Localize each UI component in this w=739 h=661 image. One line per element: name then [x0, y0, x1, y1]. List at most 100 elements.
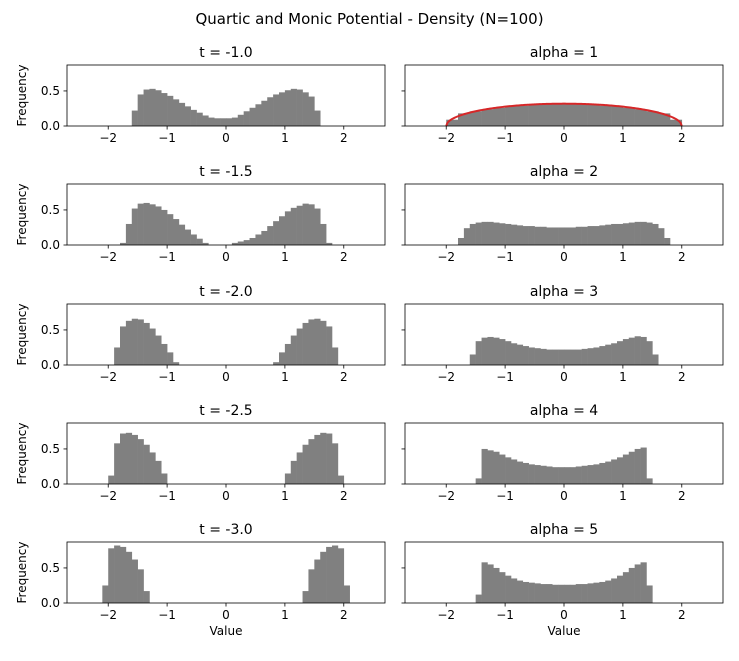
- subplot-4: −2 −1 0 1 2 alpha = 2: [401, 164, 724, 264]
- histogram-bar: [475, 478, 482, 484]
- bars: [108, 432, 345, 484]
- histogram-bar: [493, 451, 500, 484]
- histogram-bar: [505, 223, 512, 245]
- histogram-bar: [622, 107, 635, 126]
- histogram-bar: [593, 464, 600, 484]
- histogram-bar: [120, 433, 127, 484]
- x-tick-label: 1: [619, 250, 627, 264]
- histogram-bar: [481, 562, 488, 603]
- x-tick-label: 0: [560, 370, 568, 384]
- x-tick-label: 2: [340, 608, 348, 622]
- histogram-bar: [167, 214, 174, 245]
- histogram-bar: [605, 461, 612, 484]
- histogram-bar: [611, 343, 618, 365]
- histogram-bar: [522, 226, 529, 245]
- histogram-bar: [528, 226, 535, 245]
- x-tick-label: 2: [678, 250, 686, 264]
- histogram-bar: [149, 204, 156, 245]
- histogram-bar: [575, 466, 582, 484]
- histogram-bar: [664, 237, 671, 245]
- histogram-bar: [640, 562, 647, 603]
- subplot-9: −2 −1 0 1 2 0.0 0.5 t = -3.0 Frequency Value: [15, 522, 386, 638]
- histogram-bar: [155, 90, 162, 126]
- x-tick-label: 0: [222, 250, 230, 264]
- histogram-bar: [125, 223, 133, 245]
- histogram-bar: [302, 444, 309, 484]
- histogram-bar: [569, 227, 577, 245]
- histogram-bar: [628, 567, 635, 603]
- histogram-bar: [155, 206, 162, 245]
- histogram-bar: [558, 467, 565, 484]
- subplot-2: −2 −1 0 1 2 alpha = 1: [401, 45, 724, 145]
- bars: [458, 221, 671, 245]
- histogram-bar: [534, 583, 541, 603]
- x-tick-label: 2: [678, 489, 686, 503]
- histogram-bar: [308, 319, 315, 365]
- histogram-bar: [279, 216, 286, 245]
- histogram-bar: [261, 100, 268, 126]
- histogram-bar: [231, 117, 239, 126]
- histogram-bar: [558, 349, 565, 365]
- histogram-bar: [493, 337, 500, 365]
- histogram-bar: [120, 326, 127, 365]
- subplot-title: alpha = 2: [530, 164, 598, 180]
- histogram-bar: [308, 569, 315, 603]
- histogram-bar: [161, 343, 168, 365]
- histogram-bar: [149, 452, 156, 484]
- histogram-bar: [184, 229, 191, 245]
- histogram-bar: [481, 337, 488, 365]
- histogram-bar: [173, 362, 180, 365]
- x-tick-label: −1: [158, 131, 176, 145]
- x-tick-label: 0: [222, 489, 230, 503]
- histogram-bar: [564, 349, 571, 365]
- histogram-bar: [231, 242, 239, 245]
- histogram-bar: [640, 447, 647, 484]
- histogram-bar: [581, 465, 588, 484]
- histogram-bar: [611, 459, 618, 484]
- histogram-bar: [628, 451, 635, 484]
- x-tick-label: 0: [222, 131, 230, 145]
- bars: [102, 545, 350, 603]
- histogram-bar: [575, 104, 588, 126]
- x-tick-label: 1: [281, 608, 289, 622]
- histogram-bar: [617, 223, 624, 245]
- histogram-bar: [487, 564, 494, 603]
- histogram-bar: [114, 347, 121, 365]
- histogram-bar: [617, 341, 624, 365]
- histogram-bar: [622, 223, 630, 245]
- histogram-bar: [249, 237, 256, 245]
- histogram-bar: [552, 227, 559, 245]
- x-tick-label: −2: [99, 250, 117, 264]
- histogram-bar: [202, 115, 209, 126]
- x-tick-label: 0: [560, 489, 568, 503]
- semicircle-curve: [445, 102, 683, 127]
- histogram-bar: [528, 582, 535, 603]
- histogram-bar: [267, 226, 274, 245]
- histogram-bar: [284, 90, 292, 126]
- histogram-bar: [114, 545, 121, 603]
- histogram-bar: [575, 584, 582, 603]
- histogram-bar: [522, 346, 529, 365]
- histogram-bar: [564, 104, 577, 126]
- histogram-bar: [214, 118, 221, 126]
- histogram-bar: [552, 467, 559, 484]
- histogram-bar: [178, 224, 186, 245]
- x-tick-label: −1: [158, 489, 176, 503]
- x-tick-label: 2: [678, 608, 686, 622]
- histogram-bar: [296, 452, 303, 484]
- x-tick-label: 1: [619, 370, 627, 384]
- histogram-bar: [587, 104, 600, 126]
- histogram-bar: [499, 223, 506, 245]
- histogram-bar: [605, 224, 612, 245]
- y-axis-label: Frequency: [15, 304, 29, 366]
- histogram-bar: [569, 349, 577, 365]
- histogram-bar: [226, 118, 233, 126]
- x-tick-label: 2: [340, 250, 348, 264]
- histogram-bar: [161, 93, 168, 126]
- histogram-bar: [528, 104, 541, 126]
- histogram-bar: [114, 443, 121, 484]
- histogram-bar: [511, 578, 518, 603]
- histogram-bar: [308, 439, 315, 484]
- histogram-bar: [569, 467, 577, 484]
- histogram-bar: [255, 104, 262, 126]
